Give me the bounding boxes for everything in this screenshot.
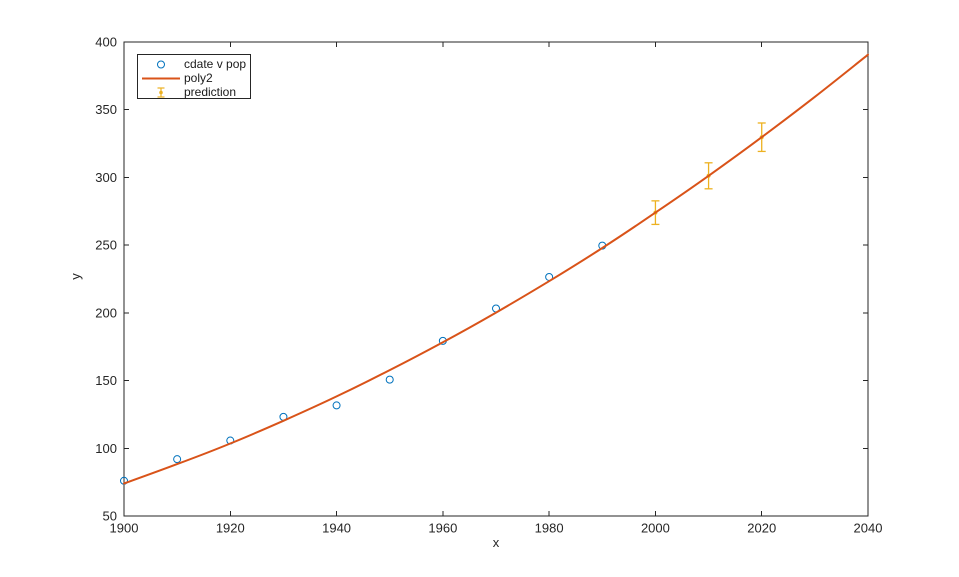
scatter-series (120, 241, 607, 485)
y-axis-label: y (67, 273, 83, 280)
x-axis-label: x (492, 535, 500, 550)
axes-ticks (123, 41, 869, 517)
y-tick-label: 400 (95, 35, 117, 50)
legend-item-cdate-v-pop: cdate v pop (138, 57, 250, 71)
y-tick-label: 300 (95, 170, 117, 185)
y-tick-label: 350 (95, 102, 117, 117)
x-tick-label: 1980 (535, 521, 564, 536)
x-tick-label: 2040 (854, 521, 883, 536)
x-tick-label: 2020 (747, 521, 776, 536)
x-tick-label: 1900 (110, 521, 139, 536)
errorbar-marker-icon (157, 86, 165, 98)
data-point (332, 401, 341, 410)
data-point (385, 375, 394, 384)
legend-item-poly2: poly2 (138, 71, 250, 85)
y-tick-label: 250 (95, 238, 117, 253)
y-tick-label: 150 (95, 373, 117, 388)
x-tick-label: 1960 (428, 521, 457, 536)
x-tick-label: 1940 (322, 521, 351, 536)
y-tick-label: 100 (95, 441, 117, 456)
legend-item-prediction: prediction (138, 85, 250, 99)
line-swatch-icon (142, 77, 180, 79)
legend: cdate v pop poly2 prediction (137, 54, 251, 99)
circle-marker-icon (157, 60, 165, 68)
tick-labels: 1900 1920 1940 1960 1980 2000 2020 2040 50 100 150… (95, 35, 882, 536)
y-tick-label: 50 (103, 509, 117, 524)
axes-box (123, 41, 869, 517)
y-tick-label: 200 (95, 305, 117, 320)
fit-line (123, 53, 869, 485)
x-tick-label: 1920 (216, 521, 245, 536)
x-tick-label: 2000 (641, 521, 670, 536)
legend-label: cdate v pop (184, 56, 247, 71)
legend-label: poly2 (184, 70, 213, 85)
errorbar-series (651, 122, 766, 226)
legend-label: prediction (184, 84, 237, 99)
data-point (173, 455, 182, 464)
